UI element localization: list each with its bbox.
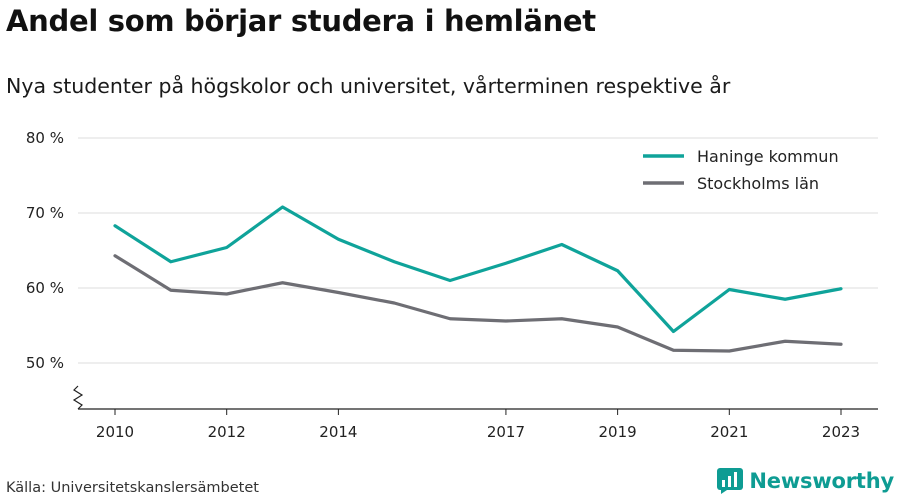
axis-break-icon xyxy=(72,385,84,410)
grid-lines xyxy=(78,137,878,364)
y-tick-label: 60 % xyxy=(26,279,64,297)
brand-name: Newsworthy xyxy=(749,469,894,493)
y-tick-label: 70 % xyxy=(26,204,64,222)
chart-title: Andel som börjar studera i hemlänet xyxy=(6,4,596,38)
x-axis xyxy=(72,385,878,410)
brand-logo-group: Newsworthy xyxy=(717,468,894,494)
x-tick-label: 2023 xyxy=(822,423,860,441)
legend: Haninge kommun Stockholms län xyxy=(643,147,839,193)
x-tick-label: 2012 xyxy=(208,423,246,441)
source-note: Källa: Universitetskanslersämbetet xyxy=(6,480,259,496)
chart-subtitle: Nya studenter på högskolor och universit… xyxy=(6,74,731,98)
legend-label: Haninge kommun xyxy=(697,147,839,166)
x-tick-label: 2010 xyxy=(96,423,134,441)
y-axis-ticks: 50 % 60 % 70 % 80 % xyxy=(26,129,64,372)
series-lines xyxy=(113,205,843,353)
series-line-0 xyxy=(113,205,843,334)
x-tick-label: 2014 xyxy=(319,423,357,441)
x-tick-label: 2017 xyxy=(487,423,525,441)
legend-label: Stockholms län xyxy=(697,174,819,193)
y-tick-label: 80 % xyxy=(26,129,64,147)
series-line-1 xyxy=(113,254,843,353)
newsworthy-logo-icon xyxy=(717,468,744,494)
x-tick-label: 2021 xyxy=(710,423,748,441)
y-tick-label: 50 % xyxy=(26,354,64,372)
x-axis-ticks: 2010 2012 2014 2017 2019 2021 2023 xyxy=(96,409,860,441)
x-tick-label: 2019 xyxy=(599,423,637,441)
